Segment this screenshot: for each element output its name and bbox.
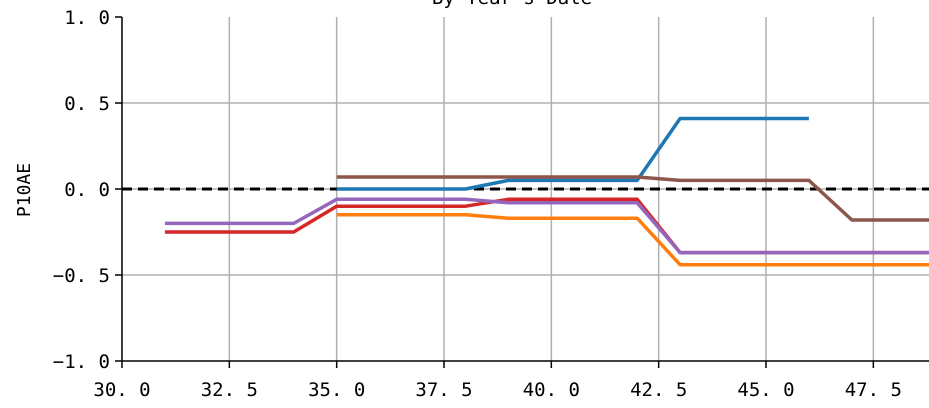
series-line bbox=[164, 197, 929, 255]
y-tick-label: −0. 5 bbox=[53, 265, 110, 287]
series-line bbox=[336, 175, 929, 222]
x-tick-label: 35. 0 bbox=[308, 379, 365, 401]
y-tick-label: 0. 5 bbox=[64, 93, 110, 115]
series-line bbox=[164, 197, 929, 255]
x-tick-label: 32. 5 bbox=[201, 379, 258, 401]
x-tick-label: 37. 5 bbox=[415, 379, 472, 401]
y-axis-label: P10AE bbox=[14, 163, 35, 217]
x-tick-label: 40. 0 bbox=[523, 379, 580, 401]
x-tick-label: 42. 5 bbox=[630, 379, 687, 401]
y-tick-label: 0. 0 bbox=[64, 179, 110, 201]
series-line bbox=[336, 213, 929, 267]
series-layer bbox=[164, 116, 929, 267]
series-line bbox=[336, 116, 809, 191]
axes: 30. 0 32. 5 35. 0 37. 5 40. 0 42. 5 45. 0 47. 5… bbox=[53, 7, 929, 401]
x-tick-label: 45. 0 bbox=[737, 379, 794, 401]
y-tick-label: −1. 0 bbox=[53, 351, 110, 373]
y-tick-label: 1. 0 bbox=[64, 7, 110, 29]
chart-title: By Year's Date bbox=[432, 0, 592, 9]
x-tick-label: 47. 5 bbox=[845, 379, 902, 401]
x-tick-label: 30. 0 bbox=[93, 379, 150, 401]
